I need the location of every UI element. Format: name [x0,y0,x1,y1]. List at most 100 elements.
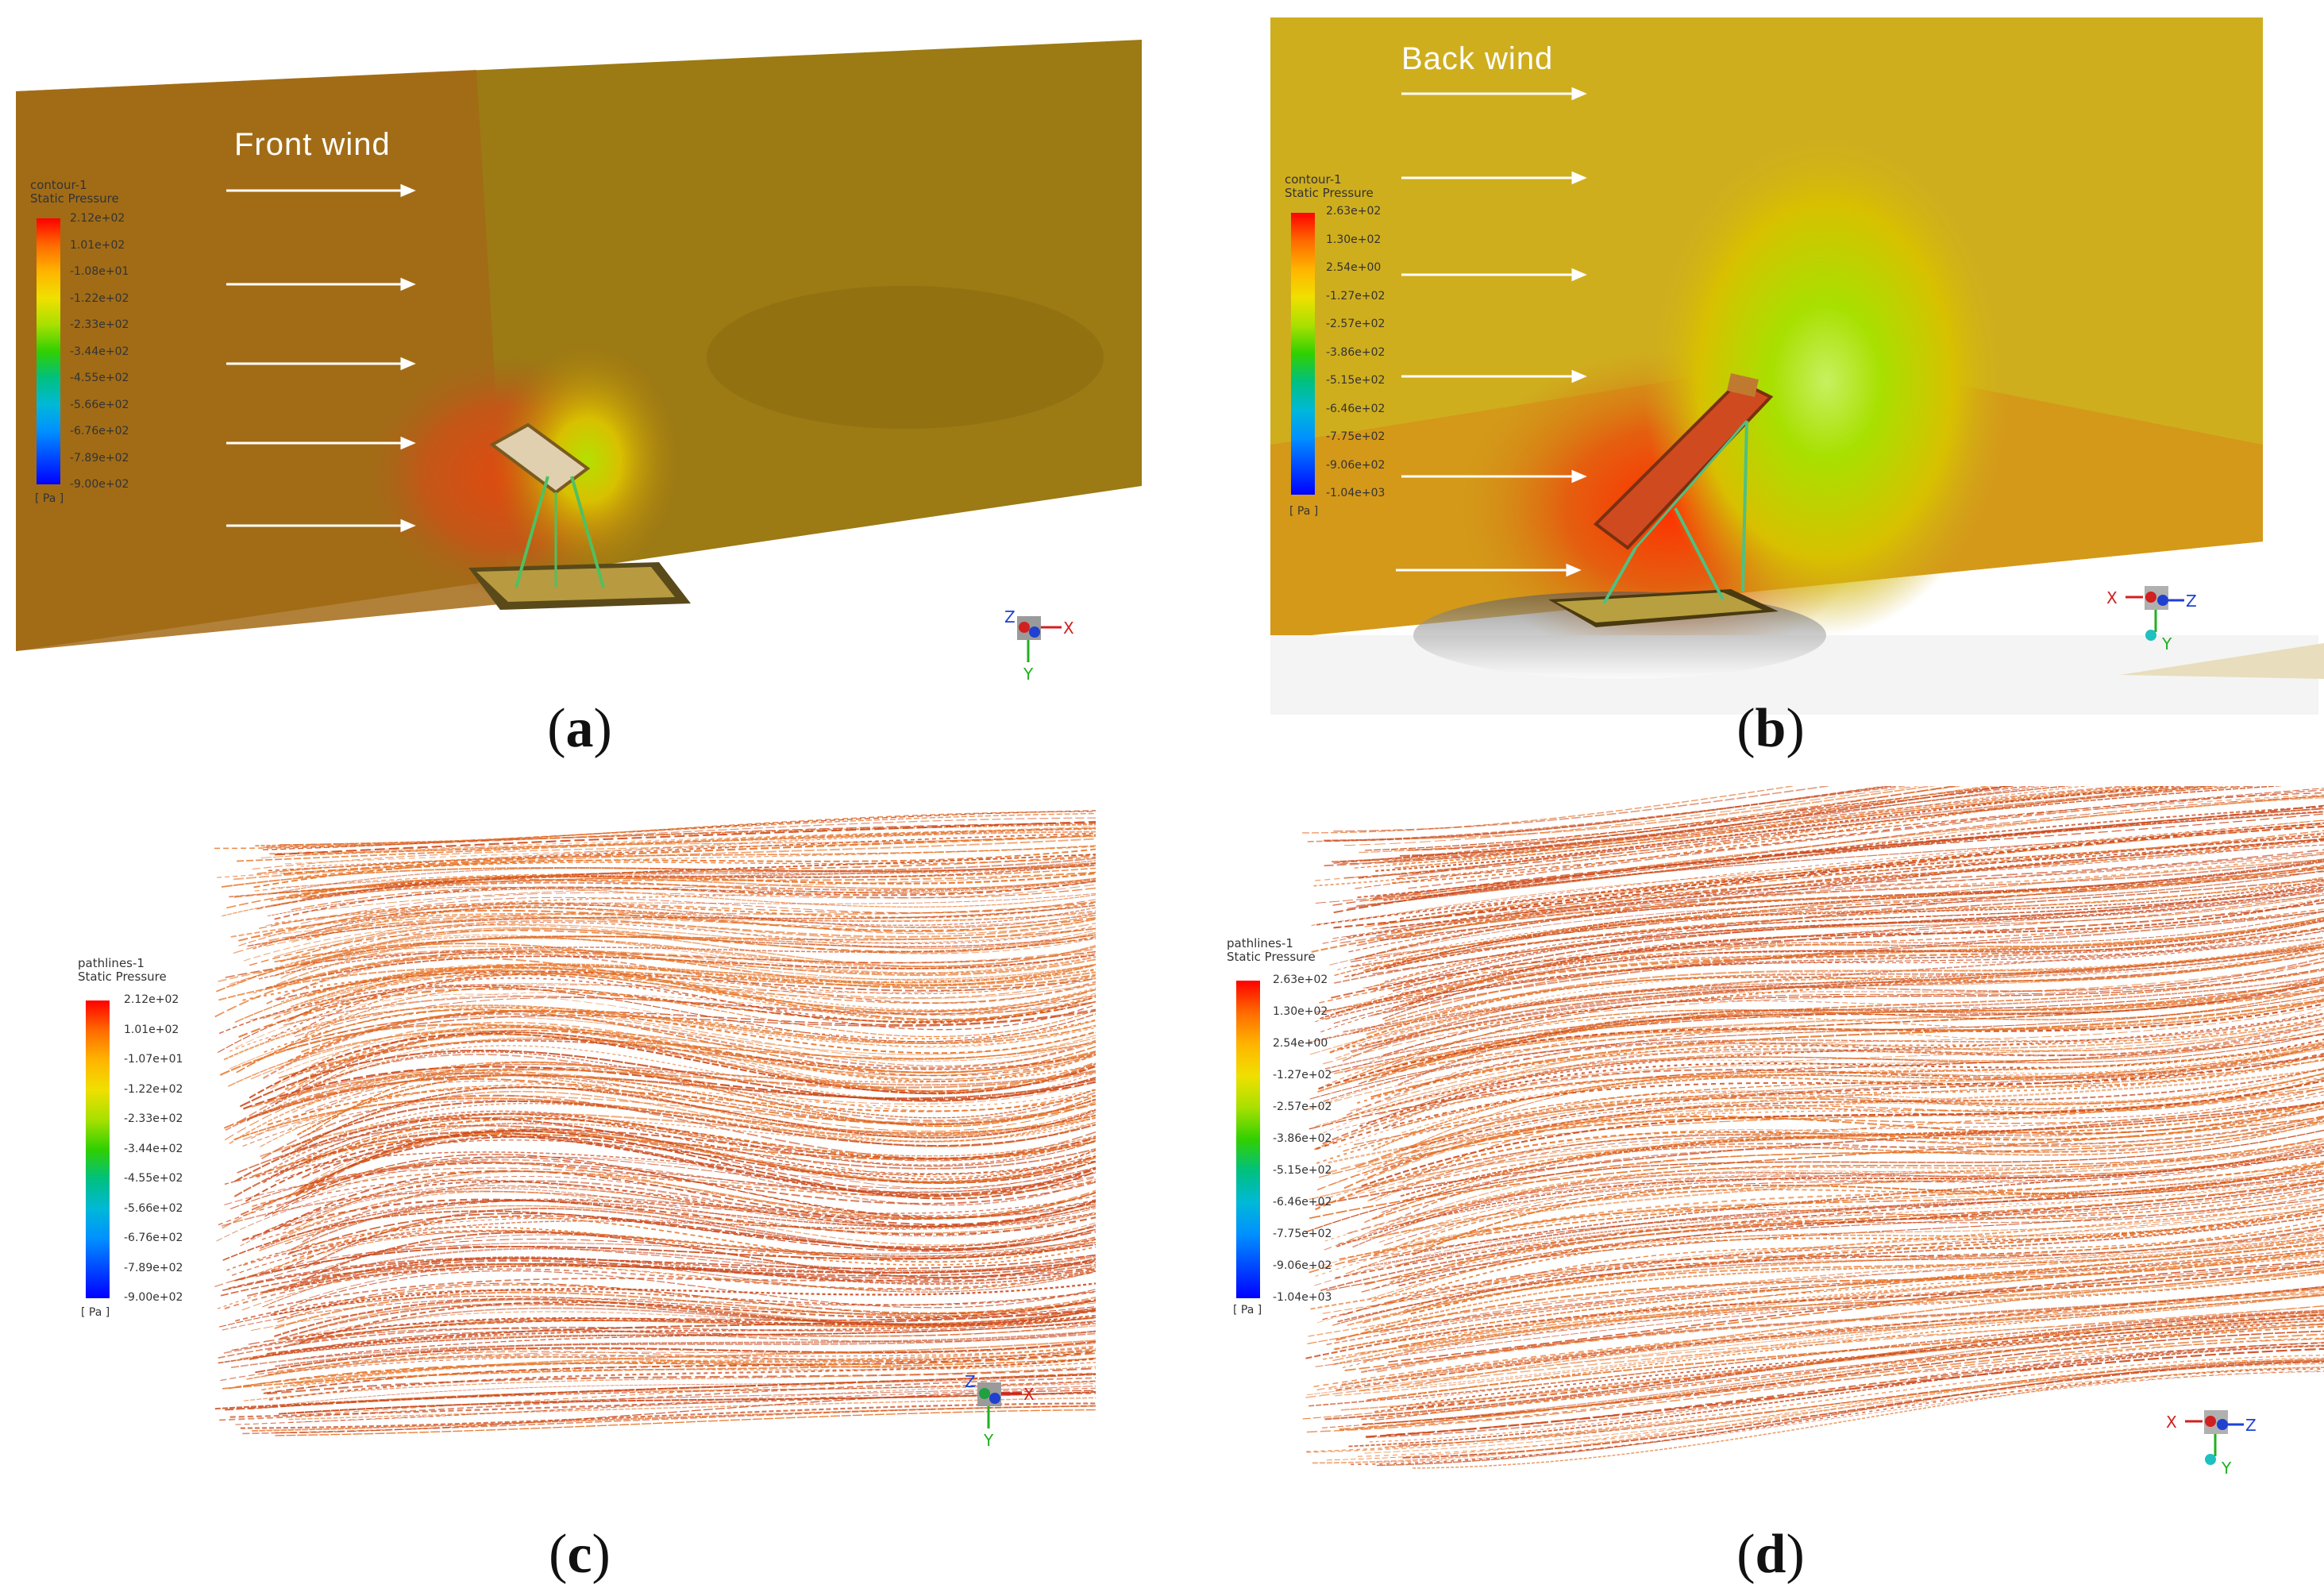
axis-label-y: Y [2161,634,2172,653]
axis-triad-c: Z X Y [965,1372,1035,1450]
pathlines [214,810,1096,1436]
color-legend-b: contour-1 Static Pressure 2.63e+02 1.30e+… [1285,173,1428,522]
axis-label-z: Z [2245,1416,2257,1435]
axis-label-z: Z [2186,592,2197,611]
legend-tick-label: 2.63e+02 [1273,973,1328,986]
caption-c: (c) [549,1524,611,1585]
legend-colorbar [37,218,60,484]
legend-tick-label: -9.00e+02 [70,478,129,491]
legend-tick-label: 2.54e+00 [1326,261,1382,274]
legend-tick-label: -5.15e+02 [1273,1164,1332,1177]
panel-d: X Z Y pathlines-1 Static Pressure 2.63e+… [1191,786,2324,1485]
contour-plot-a: Z X Y [16,40,1142,684]
color-legend-a: contour-1 Static Pressure 2.12e+02 1.01e+… [30,179,173,512]
wind-label-back: Back wind [1401,41,1554,76]
legend-tick-label: -1.04e+03 [1273,1291,1332,1304]
legend-tick-label: -3.44e+02 [70,345,129,358]
legend-colorbar [86,1000,110,1298]
legend-tick-label: -2.33e+02 [124,1112,183,1125]
wind-label-front: Front wind [234,127,391,162]
legend-tick-label: -7.89e+02 [70,451,129,465]
low-pressure-zone [1644,127,2009,635]
axis-label-z: Z [1004,607,1016,626]
legend-tick-label: -6.76e+02 [124,1232,183,1244]
axis-label-x: X [1063,619,1074,638]
legend-colorbar [1291,213,1315,495]
axis-label-y: Y [1023,665,1034,684]
legend-tick-label: -1.27e+02 [1326,289,1386,303]
legend-unit: [ Pa ] [81,1306,110,1319]
legend-tick-label: 2.12e+02 [70,212,125,225]
caption-letter-b: b [1755,698,1786,759]
solar-collector-model [468,422,691,610]
legend-tick-label: -9.06e+02 [1326,458,1386,472]
legend-tick-label: -1.22e+02 [124,1082,183,1096]
caption-a: (a) [547,698,612,759]
axis-triad-a: Z X Y [1004,607,1074,684]
pathlines [1302,786,2324,1469]
legend-tick-label: -7.75e+02 [1273,1228,1332,1240]
legend-tick-label: -1.22e+02 [70,291,129,305]
color-legend-d: pathlines-1 Static Pressure 2.63e+02 1.30… [1227,937,1386,1334]
legend-tick-label: -3.86e+02 [1326,345,1386,359]
solar-collector-model [1548,373,1779,627]
legend-tick-label: -4.55e+02 [70,372,129,384]
axis-triad-b: X Z Y [2106,586,2197,653]
legend-tick-label: -1.04e+03 [1326,487,1386,499]
legend-tick-label: 1.30e+02 [1273,1005,1328,1018]
legend-quantity: Static Pressure [1285,186,1374,200]
wind-arrows [226,183,416,533]
legend-quantity: Static Pressure [78,970,167,984]
legend-title: pathlines-1 [1227,936,1293,950]
legend-title: contour-1 [30,178,87,192]
downstream-wake [707,286,1104,429]
legend-tick-label: 2.63e+02 [1326,205,1382,218]
panel-b: X Z Y Back wind contour-1 Static Pressur… [1262,0,2324,715]
axis-label-y: Y [983,1431,994,1450]
legend-tick-label: -2.57e+02 [1273,1101,1332,1113]
legend-quantity: Static Pressure [1227,950,1316,964]
legend-tick-label: 1.01e+02 [70,238,125,252]
contour-plot-b: X Z Y [1270,17,2324,715]
legend-title: contour-1 [1285,172,1342,187]
ground-strip [2120,643,2324,679]
legend-tick-label: -6.46e+02 [1273,1196,1332,1209]
pathline-plot-c: Z X Y [214,810,1096,1450]
legend-tick-label: -3.44e+02 [124,1142,183,1155]
legend-tick-label: -7.75e+02 [1326,430,1386,443]
legend-colorbar [1236,981,1260,1298]
caption-letter-a: a [565,698,594,759]
legend-tick-label: 1.01e+02 [124,1023,179,1036]
axis-label-x: X [2166,1413,2177,1432]
legend-tick-label: -5.66e+02 [70,398,129,411]
legend-unit: [ Pa ] [35,492,64,505]
legend-tick-label: -1.27e+02 [1273,1069,1332,1081]
legend-tick-label: -2.33e+02 [70,318,129,331]
caption-b: (b) [1736,698,1805,759]
axis-label-x: X [1023,1385,1035,1404]
legend-tick-label: -5.66e+02 [124,1201,183,1215]
legend-tick-label: -9.00e+02 [124,1291,183,1304]
legend-tick-label: -6.76e+02 [70,425,129,438]
low-pressure-zone [492,341,683,580]
axis-label-z: Z [965,1372,976,1391]
legend-tick-label: 2.54e+00 [1273,1037,1328,1050]
panel-a: Z X Y Front wind contour-1 Static Pressu… [0,0,1159,715]
color-legend-c: pathlines-1 Static Pressure 2.12e+02 1.01… [78,957,237,1322]
wind-arrows [1396,87,1587,577]
legend-unit: [ Pa ] [1233,1304,1262,1317]
legend-tick-label: -7.89e+02 [124,1261,183,1274]
legend-tick-label: -1.08e+01 [70,265,129,278]
legend-quantity: Static Pressure [30,191,119,206]
legend-tick-label: -6.46e+02 [1326,402,1386,415]
caption-letter-c: c [567,1524,592,1585]
legend-tick-label: -2.57e+02 [1326,318,1386,330]
caption-letter-d: d [1755,1524,1786,1585]
legend-tick-label: -5.15e+02 [1326,374,1386,387]
legend-tick-label: 2.12e+02 [124,993,179,1006]
legend-unit: [ Pa ] [1289,505,1319,518]
legend-tick-label: -1.07e+01 [124,1053,183,1066]
legend-tick-label: 1.30e+02 [1326,233,1382,246]
axis-triad-d: X Z Y [2166,1410,2257,1478]
legend-tick-label: -4.55e+02 [124,1172,183,1185]
